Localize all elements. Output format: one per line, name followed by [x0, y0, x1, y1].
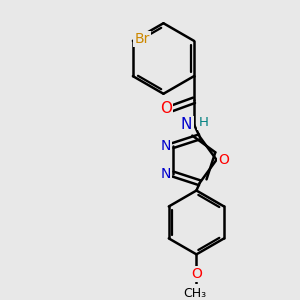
Text: O: O [191, 267, 202, 281]
Text: N: N [181, 117, 192, 132]
Text: CH₃: CH₃ [183, 287, 206, 300]
Text: O: O [218, 153, 229, 167]
Text: O: O [160, 101, 172, 116]
Text: N: N [160, 139, 170, 153]
Text: H: H [199, 116, 208, 129]
Text: Br: Br [135, 32, 150, 46]
Text: N: N [160, 167, 170, 181]
